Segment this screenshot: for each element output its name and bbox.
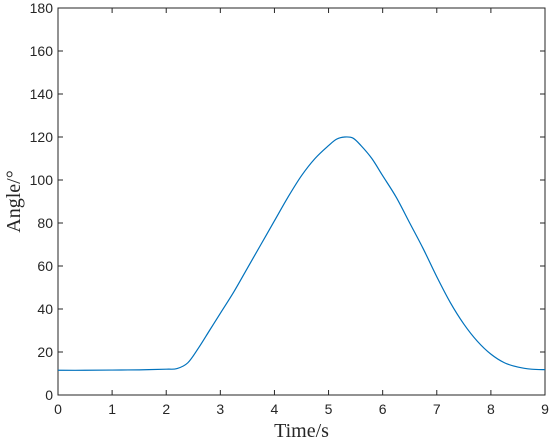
x-tick-label: 1 [108,401,116,417]
x-axis-title: Time/s [274,420,329,441]
y-tick-label: 180 [30,0,54,16]
y-tick-label: 160 [30,43,54,59]
x-axis-ticks: 0 1 2 3 4 5 6 7 8 9 [54,8,549,417]
y-tick-label: 60 [37,258,53,274]
y-tick-label: 40 [37,301,53,317]
plot-area [57,7,546,396]
y-tick-label: 140 [30,86,54,102]
y-axis-title: Angle/° [3,170,25,232]
x-tick-label: 7 [433,401,441,417]
x-tick-label: 2 [162,401,170,417]
y-axis-ticks: 0 20 40 60 80 100 120 140 160 180 [30,0,545,403]
y-tick-label: 80 [37,215,53,231]
x-tick-label: 4 [271,401,279,417]
y-tick-label: 120 [30,129,54,145]
x-tick-label: 3 [216,401,224,417]
x-tick-label: 6 [379,401,387,417]
series-layer [57,136,546,371]
x-tick-label: 8 [487,401,495,417]
y-tick-label: 20 [37,344,53,360]
series-line [57,136,546,371]
x-tick-label: 5 [325,401,333,417]
x-tick-label: 9 [541,401,549,417]
y-tick-label: 100 [30,172,54,188]
x-tick-label: 0 [54,401,62,417]
y-tick-label: 0 [45,387,53,403]
